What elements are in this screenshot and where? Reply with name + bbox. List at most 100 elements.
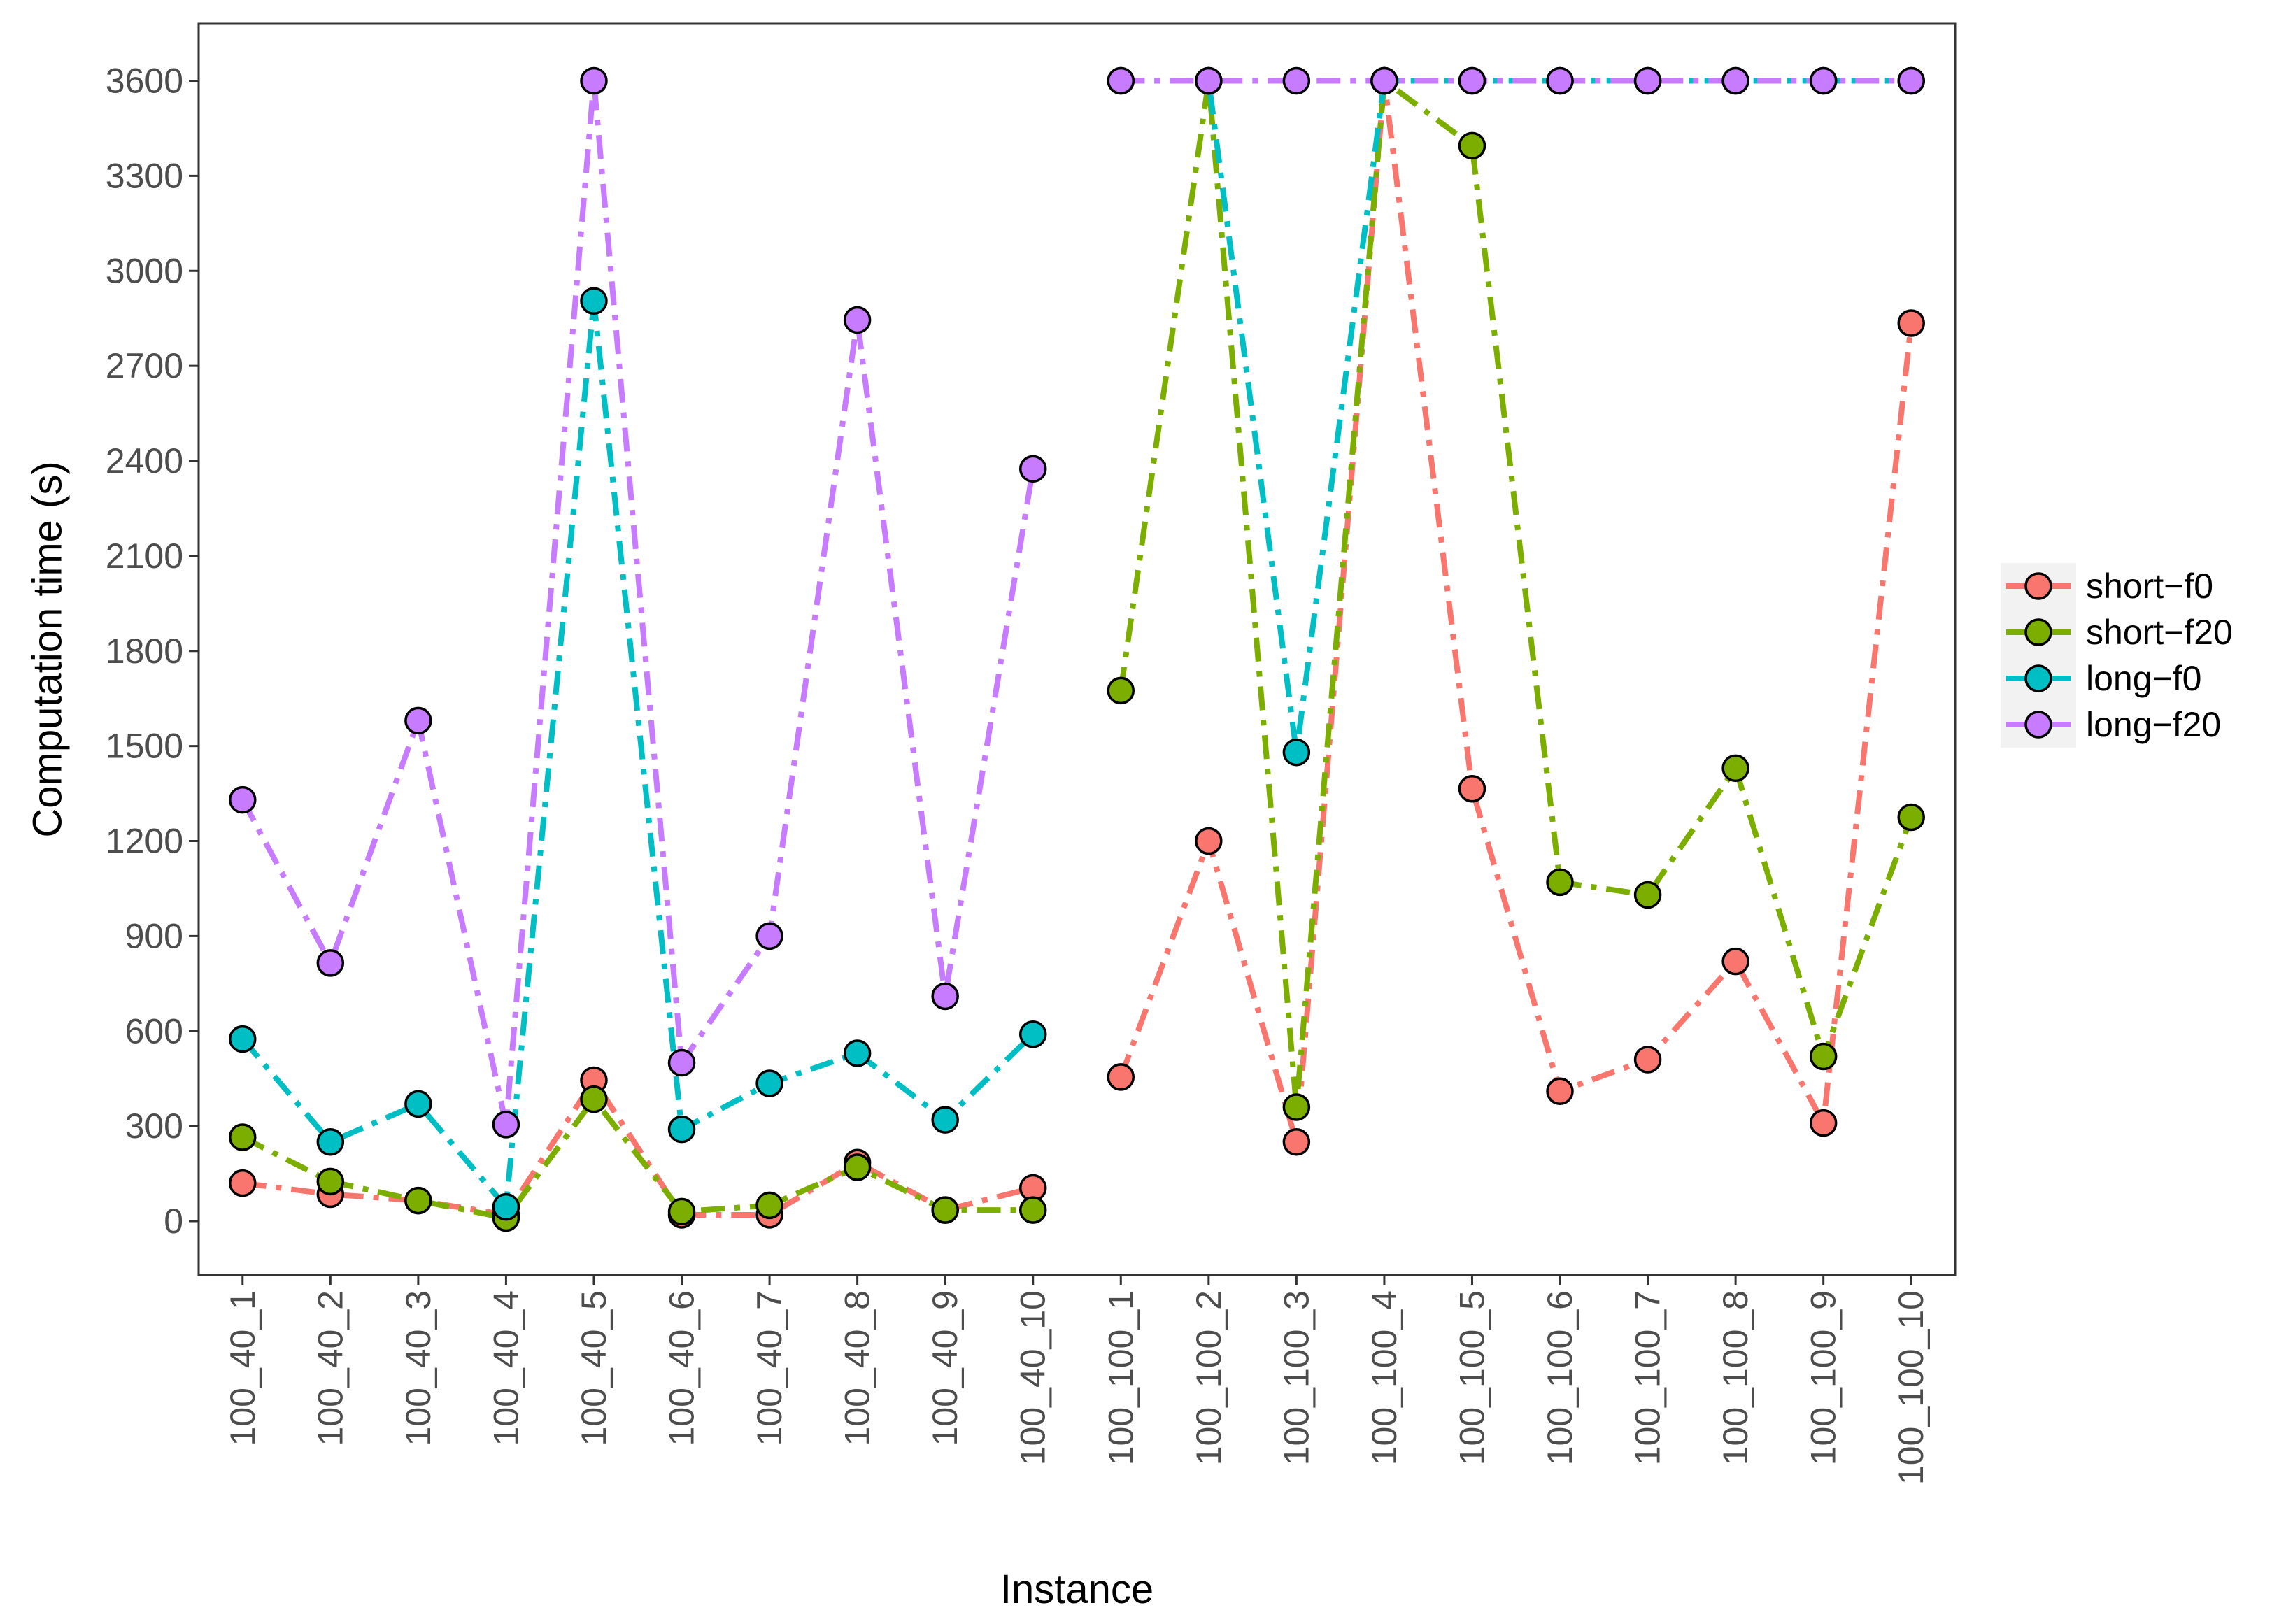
data-point <box>755 1069 783 1097</box>
data-point <box>1282 1093 1311 1121</box>
legend-label: long−f0 <box>2086 659 2201 698</box>
data-point <box>229 1025 257 1053</box>
series-1 <box>241 78 1914 1221</box>
legend-item: long−f0 <box>2006 659 2201 698</box>
data-point <box>667 1115 696 1144</box>
y-axis: 0 300 600 900 1200 1500 1800 2100 2400 2700 3000 33… <box>106 62 199 1241</box>
data-point <box>843 1039 872 1067</box>
x-tick-label: 100_100_3 <box>1277 1290 1316 1465</box>
data-point <box>1458 131 1486 160</box>
data-point <box>404 706 432 735</box>
data-point <box>1107 1063 1135 1091</box>
data-point <box>1018 1020 1047 1048</box>
data-point <box>316 1128 345 1156</box>
x-tick-label: 100_100_1 <box>1101 1290 1140 1465</box>
data-point <box>1897 66 1925 95</box>
data-point <box>1107 66 1135 95</box>
data-point <box>1546 1077 1574 1106</box>
data-point <box>1897 309 1925 337</box>
y-tick-label: 1800 <box>106 632 183 671</box>
data-point <box>316 1167 345 1196</box>
y-tick-label: 2400 <box>106 441 183 480</box>
x-tick-label: 100_40_6 <box>662 1290 702 1446</box>
y-axis-title: Computation time (s) <box>25 461 71 837</box>
x-tick-label: 100_100_7 <box>1628 1290 1668 1465</box>
x-tick-label: 100_40_1 <box>223 1290 262 1446</box>
series-line <box>1118 78 1915 1145</box>
legend-label: short−f0 <box>2086 567 2213 606</box>
y-tick-label: 1500 <box>106 727 183 766</box>
y-tick-label: 2700 <box>106 346 183 385</box>
series-line <box>240 298 1035 1210</box>
data-point <box>1195 827 1223 855</box>
x-tick-label: 100_100_4 <box>1365 1290 1404 1465</box>
y-tick-label: 1200 <box>106 822 183 861</box>
data-point <box>1633 1046 1662 1074</box>
data-point <box>229 785 257 814</box>
data-point <box>1018 1196 1047 1224</box>
series-layer <box>229 66 1925 1232</box>
data-point <box>843 1153 872 1181</box>
x-tick-label: 100_100_5 <box>1452 1290 1491 1465</box>
data-point <box>580 66 608 95</box>
y-tick-label: 900 <box>125 916 183 955</box>
data-point <box>1721 947 1749 976</box>
series-points-3 <box>229 66 1925 1139</box>
series-0 <box>242 78 1915 1218</box>
data-point <box>1282 738 1311 767</box>
x-tick-label: 100_40_2 <box>311 1290 350 1446</box>
data-point <box>580 1085 608 1113</box>
x-tick-label: 100_40_9 <box>925 1290 965 1446</box>
data-point <box>1633 66 1662 95</box>
data-point <box>1546 868 1574 897</box>
legend-point-swatch <box>2024 572 2052 600</box>
data-point <box>1809 1109 1838 1137</box>
x-tick-label: 100_40_8 <box>838 1290 877 1446</box>
y-tick-label: 600 <box>125 1011 183 1050</box>
y-tick-label: 300 <box>125 1106 183 1146</box>
data-point <box>1282 1128 1311 1156</box>
y-tick-label: 3300 <box>106 156 183 195</box>
series-line <box>240 78 1036 1127</box>
data-point <box>1370 66 1398 95</box>
legend-point-swatch <box>2024 711 2052 739</box>
data-point <box>580 287 608 315</box>
legend-label: long−f20 <box>2086 705 2221 744</box>
data-point <box>755 922 783 950</box>
data-point <box>1282 66 1311 95</box>
data-point <box>931 1106 959 1134</box>
y-tick-label: 3600 <box>106 62 183 101</box>
legend-item: short−f0 <box>2006 567 2213 606</box>
data-point <box>667 1197 696 1226</box>
data-point <box>404 1090 432 1118</box>
series-3 <box>240 78 1912 1127</box>
legend: short−f0 short−f20 long−f0 long−f20 <box>2001 563 2233 748</box>
data-point <box>492 1192 520 1221</box>
data-point <box>1633 881 1662 909</box>
data-point <box>1809 66 1838 95</box>
plot-panel-border <box>197 22 1957 1276</box>
x-tick-label: 100_100_8 <box>1716 1290 1755 1465</box>
x-axis-title: Instance <box>1000 1567 1153 1612</box>
data-point <box>1018 455 1047 483</box>
legend-point-swatch <box>2024 664 2052 692</box>
legend-item: short−f20 <box>2006 613 2233 652</box>
x-tick-label: 100_100_9 <box>1804 1290 1843 1465</box>
x-tick-label: 100_40_7 <box>750 1290 789 1446</box>
x-tick-label: 100_100_2 <box>1189 1290 1228 1465</box>
x-tick-label: 100_40_5 <box>574 1290 613 1446</box>
data-point <box>1458 66 1486 95</box>
data-point <box>667 1048 696 1077</box>
legend-item: long−f20 <box>2006 705 2221 744</box>
x-tick-label: 100_40_10 <box>1014 1290 1053 1465</box>
x-tick-label: 100_40_3 <box>399 1290 438 1446</box>
series-line <box>241 1096 1033 1221</box>
data-point <box>931 982 959 1011</box>
data-point <box>316 949 345 977</box>
data-point <box>492 1111 520 1139</box>
data-point <box>1721 754 1749 783</box>
y-tick-label: 0 <box>164 1202 183 1241</box>
y-tick-label: 2100 <box>106 536 183 576</box>
data-point <box>931 1196 959 1224</box>
y-tick-label: 3000 <box>106 251 183 290</box>
